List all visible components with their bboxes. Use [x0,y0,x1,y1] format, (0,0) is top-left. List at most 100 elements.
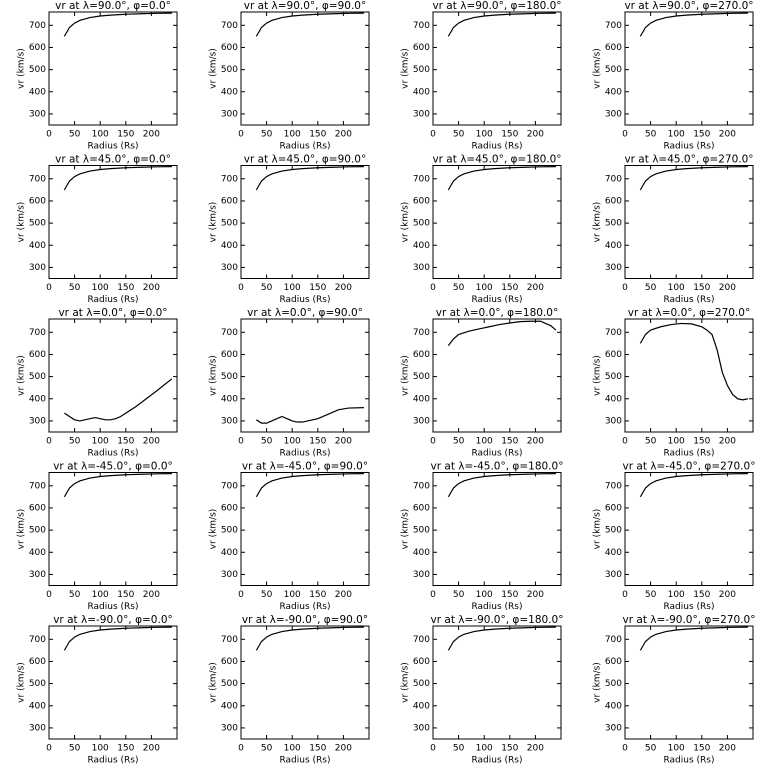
y-tick-label: 300 [221,263,238,273]
x-tick-label: 150 [309,283,326,293]
panel-title: vr at λ=90.0°, φ=90.0° [244,0,366,12]
y-tick-label: 600 [605,350,622,360]
x-axis-label: Radius (Rs) [471,602,522,612]
x-tick-label: 100 [476,590,493,600]
x-tick-label: 150 [117,590,134,600]
x-tick-label: 0 [238,437,244,447]
y-tick-label: 500 [221,219,238,229]
y-tick-label: 600 [413,503,430,513]
y-tick-label: 700 [605,21,622,31]
x-axis-label: Radius (Rs) [279,602,330,612]
x-tick-label: 200 [719,590,736,600]
y-tick-label: 500 [221,65,238,75]
y-tick-label: 600 [221,657,238,667]
panel-title: vr at λ=45.0°, φ=0.0° [55,154,171,166]
y-tick-label: 700 [605,174,622,184]
x-tick-label: 150 [693,283,710,293]
plot-frame [432,318,562,433]
x-tick-label: 150 [501,590,518,600]
x-tick-label: 100 [92,437,109,447]
y-axis-label: vr (km/s) [209,662,219,703]
y-axis-label: vr (km/s) [17,509,27,550]
x-tick-label: 150 [693,130,710,140]
x-axis-label: Radius (Rs) [471,756,522,766]
y-tick-label: 300 [29,263,46,273]
plot-frame [240,625,370,740]
x-axis-label: Radius (Rs) [663,756,714,766]
x-tick-label: 150 [117,130,134,140]
y-tick-label: 300 [29,570,46,580]
panel: vr at λ=90.0°, φ=90.0° Radius (Rs) vr (km/… [209,0,370,152]
plot-frame [240,11,370,126]
x-tick-label: 0 [430,437,436,447]
panel-title: vr at λ=45.0°, φ=270.0° [624,154,753,166]
y-tick-label: 300 [605,109,622,119]
panel-title: vr at λ=-90.0°, φ=270.0° [623,614,756,626]
y-tick-label: 500 [221,526,238,536]
panel-title: vr at λ=-45.0°, φ=0.0° [53,461,173,473]
x-tick-label: 50 [261,744,273,754]
y-tick-label: 500 [221,679,238,689]
y-tick-label: 400 [29,241,46,251]
y-tick-label: 600 [413,657,430,667]
x-tick-label: 150 [501,744,518,754]
y-tick-label: 700 [221,328,238,338]
x-tick-label: 200 [143,590,160,600]
data-line [447,166,556,191]
data-line [639,12,748,37]
x-tick-label: 0 [46,590,52,600]
x-tick-label: 50 [645,283,657,293]
x-tick-label: 200 [143,283,160,293]
x-tick-label: 150 [309,744,326,754]
x-tick-label: 150 [501,437,518,447]
data-line [447,12,556,37]
plot-frame [624,625,754,740]
x-tick-label: 50 [261,590,273,600]
y-tick-label: 300 [29,416,46,426]
panel-title: vr at λ=0.0°, φ=180.0° [436,307,558,319]
y-tick-label: 400 [221,241,238,251]
data-line [255,166,364,191]
x-tick-label: 150 [693,744,710,754]
y-axis-label: vr (km/s) [401,662,411,703]
y-axis-label: vr (km/s) [593,48,603,89]
data-line [63,626,172,651]
x-tick-label: 0 [238,744,244,754]
x-tick-label: 0 [622,437,628,447]
panel-title: vr at λ=-45.0°, φ=180.0° [431,461,564,473]
x-tick-label: 50 [69,590,81,600]
plot-frame [432,11,562,126]
data-line [639,322,749,401]
panel: vr at λ=45.0°, φ=270.0° Radius (Rs) vr (km… [593,154,754,306]
x-tick-label: 100 [284,283,301,293]
x-tick-label: 150 [693,590,710,600]
y-tick-label: 600 [221,503,238,513]
y-tick-label: 500 [605,679,622,689]
x-axis-label: Radius (Rs) [471,142,522,152]
x-tick-label: 200 [143,744,160,754]
x-tick-label: 200 [527,744,544,754]
x-tick-label: 0 [430,283,436,293]
x-tick-label: 0 [46,283,52,293]
x-tick-label: 0 [238,130,244,140]
panel: vr at λ=-90.0°, φ=270.0° Radius (Rs) vr (k… [593,614,756,766]
x-tick-label: 100 [92,590,109,600]
y-tick-label: 600 [605,657,622,667]
x-tick-label: 50 [69,744,81,754]
panel-title: vr at λ=-45.0°, φ=270.0° [623,461,756,473]
data-line [639,626,748,651]
plot-frame [48,318,178,433]
x-tick-label: 50 [453,283,465,293]
x-tick-label: 200 [335,590,352,600]
panel-title: vr at λ=0.0°, φ=0.0° [58,307,167,319]
y-tick-label: 700 [221,174,238,184]
x-tick-label: 50 [453,590,465,600]
y-tick-label: 400 [29,701,46,711]
panel: vr at λ=90.0°, φ=270.0° Radius (Rs) vr (km… [593,0,754,152]
x-axis-label: Radius (Rs) [663,142,714,152]
x-tick-label: 100 [284,744,301,754]
y-tick-label: 300 [605,570,622,580]
plot-frame [624,165,754,279]
y-tick-label: 400 [605,548,622,558]
